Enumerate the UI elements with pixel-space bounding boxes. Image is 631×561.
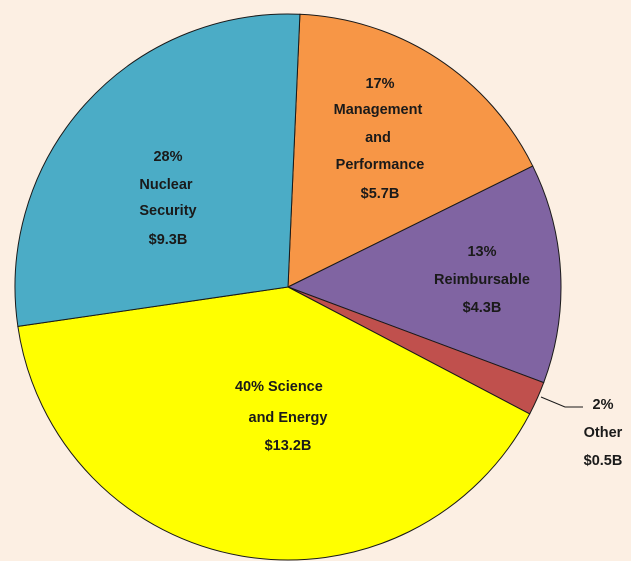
amount-label: $13.2B [265,438,312,454]
category-label: Other [584,425,623,441]
amount-label: $9.3B [149,232,188,248]
pie-slice [287,13,534,288]
percent-label: 13% [467,244,496,260]
amount-label: $0.5B [584,453,623,469]
amount-label: $4.3B [463,300,502,316]
category-label: Reimbursable [434,272,530,288]
percent-label: 40% [235,379,264,395]
amount-label: $5.7B [361,186,400,202]
pie-slice [286,165,562,384]
category-label: Science and Energy [249,379,328,426]
percent-label: 17% [365,76,394,92]
category-label: Management and Performance [334,102,427,173]
percent-label: 2% [593,397,614,413]
leader-line [540,396,583,408]
category-label: Nuclear Security [139,177,196,219]
pie-slice [14,13,301,327]
pie-slice [17,286,531,561]
percent-label: 28% [153,149,182,165]
